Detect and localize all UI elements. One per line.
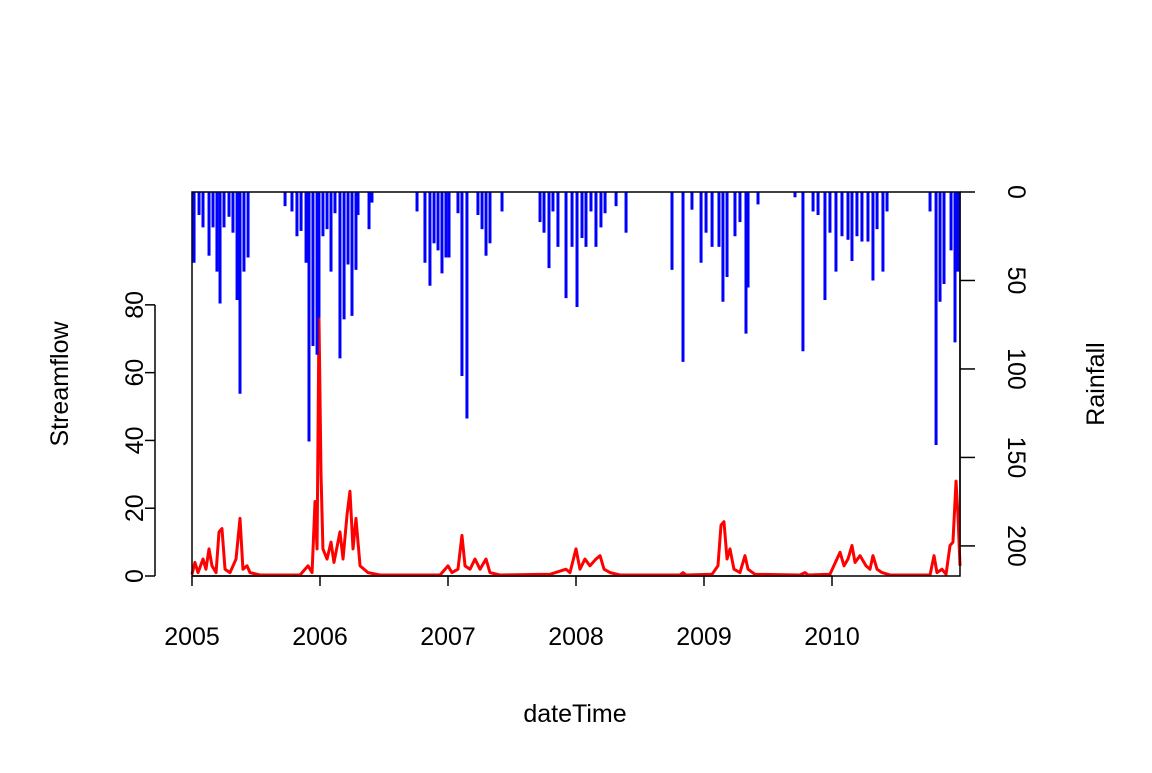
y-tick-label: 60 [121,359,149,387]
x-axis-label: dateTime [523,700,626,728]
x-tick-label: 2007 [420,623,476,651]
y-axis-label: Streamflow [46,321,74,447]
y2-tick-label: 50 [1002,267,1030,295]
y2-tick-label: 100 [1002,348,1030,390]
x-tick-label: 2008 [548,623,604,651]
plot-box [191,191,961,577]
x-tick-label: 2006 [292,623,348,651]
y-tick-label: 0 [121,569,149,583]
x-tick-label: 2005 [164,623,220,651]
y2-axis-label: Rainfall [1082,342,1110,425]
y-tick-label: 80 [121,291,149,319]
y-tick-label: 40 [121,427,149,455]
streamflow-line [190,316,962,577]
y2-tick-label: 200 [1002,525,1030,567]
x-tick-label: 2010 [804,623,860,651]
x-tick-label: 2009 [676,623,732,651]
y2-tick-label: 0 [1002,185,1030,199]
y2-tick-label: 150 [1002,437,1030,479]
y-tick-label: 20 [121,494,149,522]
